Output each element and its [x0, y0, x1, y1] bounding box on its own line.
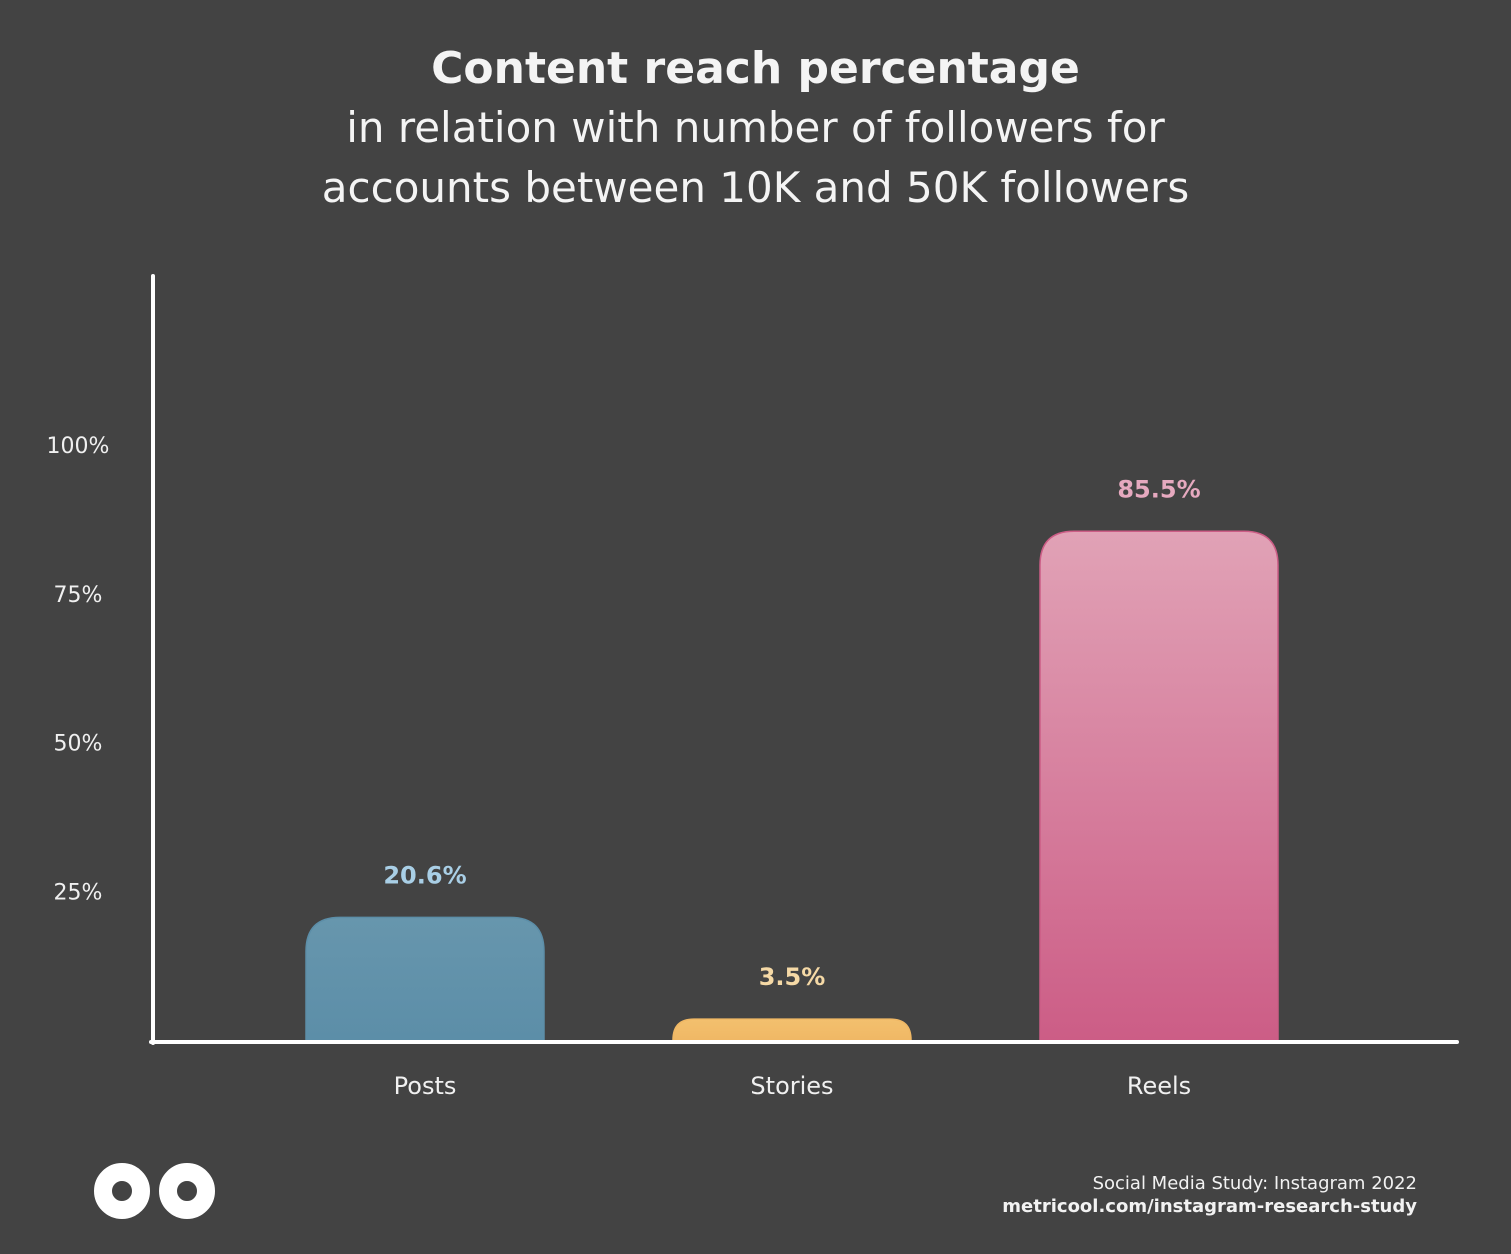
x-axis-categories: Posts Stories Reels — [394, 1072, 1192, 1100]
x-category-label-reels: Reels — [1127, 1072, 1191, 1100]
bar-posts — [305, 916, 545, 1041]
y-tick-label: 50% — [54, 732, 103, 757]
y-tick-label: 100% — [47, 434, 110, 459]
x-category-label-posts: Posts — [394, 1072, 457, 1100]
chart-subtitle-line-2: accounts between 10K and 50K followers — [321, 163, 1190, 212]
metricool-logo-icon — [94, 1162, 218, 1224]
x-category-label-stories: Stories — [750, 1072, 833, 1100]
chart-title: Content reach percentage — [431, 43, 1080, 94]
data-label-stories: 3.5% — [759, 963, 826, 991]
data-label-reels: 85.5% — [1117, 475, 1200, 503]
data-label-posts: 20.6% — [383, 861, 466, 889]
y-tick-label: 75% — [54, 583, 103, 608]
footer-study-name: Social Media Study: Instagram 2022 — [1092, 1173, 1417, 1194]
chart-title-block: Content reach percentage in relation wit… — [0, 40, 1511, 218]
footer: Social Media Study: Instagram 2022 metri… — [1002, 1172, 1417, 1218]
chart-subtitle-line-1: in relation with number of followers for — [346, 103, 1165, 152]
y-tick-label: 25% — [54, 880, 103, 905]
data-labels: 20.6% 3.5% 85.5% — [383, 475, 1200, 991]
footer-study-link[interactable]: metricool.com/instagram-research-study — [1002, 1196, 1417, 1217]
y-axis-ticks: 25% 50% 75% 100% — [47, 434, 110, 905]
bars — [305, 530, 1279, 1041]
bar-stories — [672, 1018, 912, 1041]
bar-reels — [1039, 530, 1279, 1041]
